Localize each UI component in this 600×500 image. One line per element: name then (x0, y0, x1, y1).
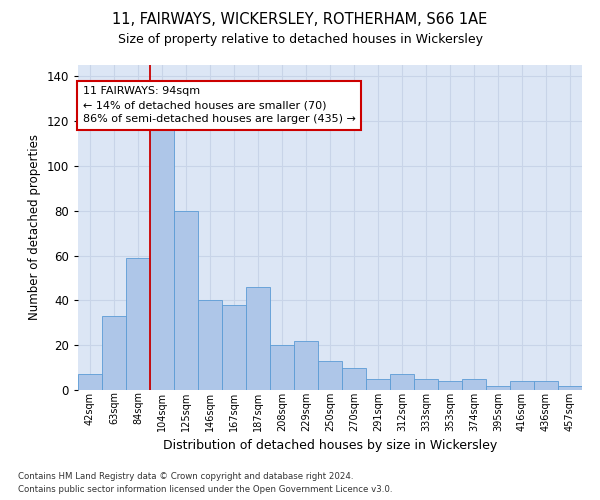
Y-axis label: Number of detached properties: Number of detached properties (28, 134, 41, 320)
Bar (318, 361, 342, 390)
Text: 11, FAIRWAYS, WICKERSLEY, ROTHERHAM, S66 1AE: 11, FAIRWAYS, WICKERSLEY, ROTHERHAM, S66… (112, 12, 488, 28)
Bar (438, 381, 462, 390)
Text: Size of property relative to detached houses in Wickersley: Size of property relative to detached ho… (118, 32, 482, 46)
Text: Contains public sector information licensed under the Open Government Licence v3: Contains public sector information licen… (18, 485, 392, 494)
Bar (510, 381, 534, 390)
Bar (198, 300, 222, 390)
Bar (126, 258, 150, 390)
Bar (78, 374, 102, 390)
Bar (102, 316, 126, 390)
Bar (174, 210, 198, 390)
Text: 11 FAIRWAYS: 94sqm
← 14% of detached houses are smaller (70)
86% of semi-detache: 11 FAIRWAYS: 94sqm ← 14% of detached hou… (83, 86, 356, 124)
Bar (486, 386, 510, 390)
Bar (246, 287, 270, 390)
Bar (534, 381, 558, 390)
Bar (366, 379, 390, 390)
Bar (462, 379, 486, 390)
Bar (390, 374, 414, 390)
Bar (150, 98, 174, 390)
Bar (222, 305, 246, 390)
Bar (270, 345, 294, 390)
X-axis label: Distribution of detached houses by size in Wickersley: Distribution of detached houses by size … (163, 439, 497, 452)
Text: Contains HM Land Registry data © Crown copyright and database right 2024.: Contains HM Land Registry data © Crown c… (18, 472, 353, 481)
Bar (414, 379, 438, 390)
Bar (558, 386, 582, 390)
Bar (294, 340, 318, 390)
Bar (342, 368, 366, 390)
